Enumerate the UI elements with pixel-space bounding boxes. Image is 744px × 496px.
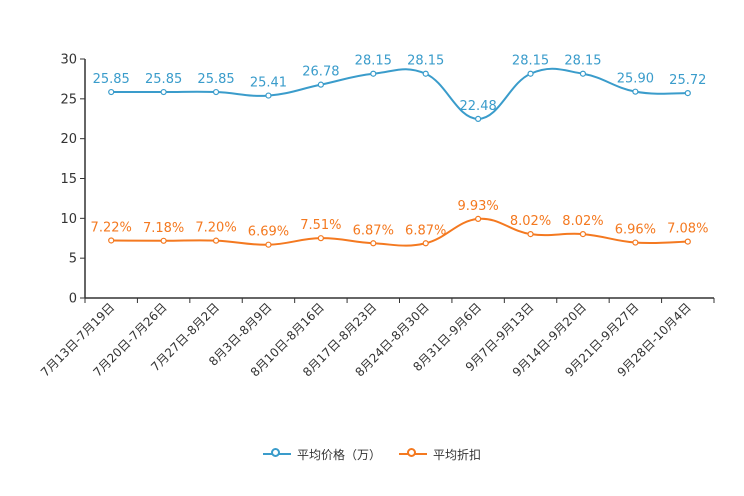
data-label: 6.69% xyxy=(248,225,289,240)
data-label: 25.85 xyxy=(93,72,130,87)
y-tick-label: 25 xyxy=(60,92,77,107)
data-label: 7.22% xyxy=(91,220,132,235)
data-point xyxy=(684,89,691,97)
data-point xyxy=(475,115,482,123)
legend: 平均价格（万） 平均折扣 xyxy=(0,444,744,464)
legend-label-avg-discount: 平均折扣 xyxy=(433,447,482,462)
data-point xyxy=(160,88,167,96)
data-label: 25.41 xyxy=(250,76,287,91)
data-point xyxy=(317,235,324,242)
data-point xyxy=(579,231,587,238)
data-point xyxy=(317,81,324,88)
data-label: 25.72 xyxy=(669,73,706,88)
data-point xyxy=(160,237,167,244)
data-point xyxy=(632,88,639,95)
data-label: 25.85 xyxy=(197,72,234,87)
legend-item-avg-discount[interactable]: 平均折扣 xyxy=(399,446,481,463)
data-label: 25.85 xyxy=(145,72,182,87)
data-point xyxy=(684,238,691,245)
data-point xyxy=(212,88,220,96)
y-tick-label: 0 xyxy=(69,292,77,307)
data-label: 7.18% xyxy=(143,221,184,236)
data-label: 9.93% xyxy=(457,199,498,214)
data-label: 6.87% xyxy=(405,223,446,238)
legend-symbol-avg-discount xyxy=(399,447,427,461)
legend-item-avg-price[interactable]: 平均价格（万） xyxy=(262,446,381,463)
data-point xyxy=(108,237,115,244)
data-label: 7.08% xyxy=(667,222,708,237)
data-point xyxy=(422,240,429,247)
y-tick-label: 10 xyxy=(60,212,77,227)
data-point xyxy=(212,237,220,244)
data-label: 28.15 xyxy=(407,54,444,69)
y-tick-label: 5 xyxy=(69,252,77,267)
data-label: 6.87% xyxy=(353,223,394,238)
data-point xyxy=(527,231,534,238)
legend-label-avg-price: 平均价格（万） xyxy=(296,447,381,462)
y-tick-label: 30 xyxy=(60,53,77,68)
series-line-avg-discount xyxy=(111,217,688,247)
data-point xyxy=(475,215,482,222)
data-point xyxy=(370,240,377,247)
y-tick-label: 15 xyxy=(60,172,77,187)
data-point xyxy=(265,92,272,99)
data-point xyxy=(422,70,429,77)
data-label: 28.15 xyxy=(512,54,549,69)
data-point xyxy=(108,88,115,96)
data-label: 6.96% xyxy=(615,223,656,238)
data-point xyxy=(370,70,377,77)
data-point xyxy=(579,70,587,77)
data-label: 7.20% xyxy=(195,221,236,236)
data-label: 22.48 xyxy=(460,99,497,114)
y-tick-label: 20 xyxy=(60,132,77,147)
data-point xyxy=(265,241,272,248)
data-label: 8.02% xyxy=(562,214,603,229)
data-point xyxy=(632,239,639,246)
data-label: 26.78 xyxy=(302,65,339,80)
data-label: 8.02% xyxy=(510,214,551,229)
data-label: 28.15 xyxy=(355,54,392,69)
data-label: 28.15 xyxy=(564,54,601,69)
data-label: 25.90 xyxy=(617,72,654,87)
legend-symbol-avg-price xyxy=(262,447,291,461)
data-label: 7.51% xyxy=(300,218,341,233)
data-point xyxy=(527,70,534,77)
line-chart: 0510152025307月13日-7月19日7月20日-7月26日7月27日-… xyxy=(38,53,715,380)
